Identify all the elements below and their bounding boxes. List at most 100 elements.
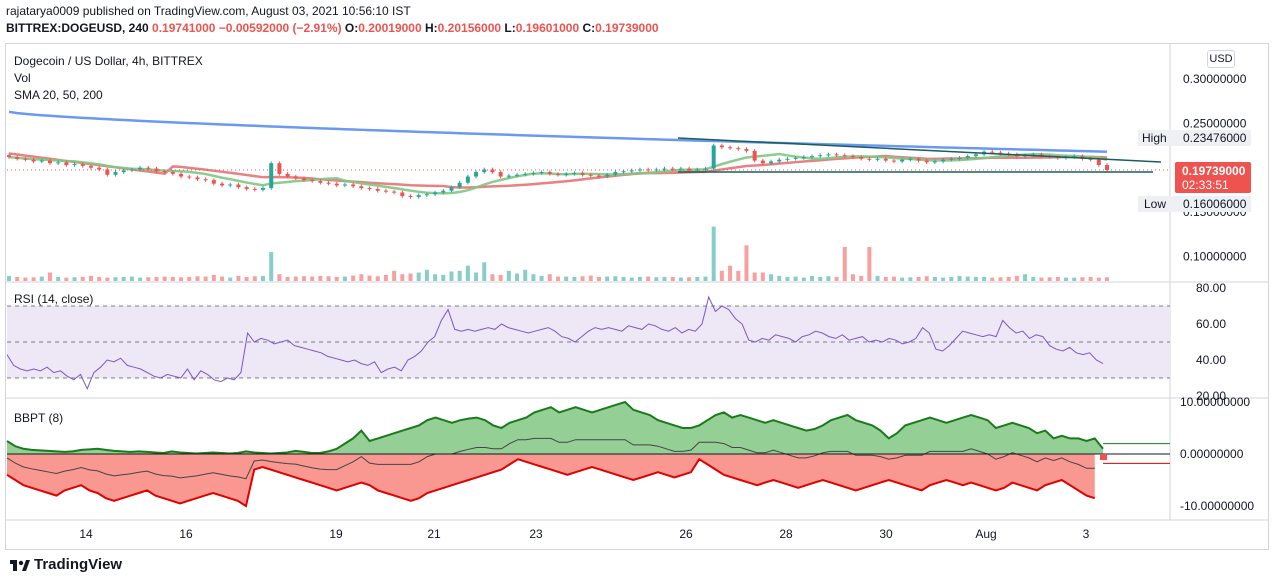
- volume-bar: [859, 275, 864, 281]
- candle-body: [342, 184, 347, 186]
- candle-body: [539, 172, 544, 174]
- candle-body: [810, 156, 815, 158]
- volume-bar: [392, 270, 397, 281]
- sma-50-line: [8, 152, 1108, 189]
- volume-bar: [949, 276, 954, 281]
- volume-bar: [39, 276, 44, 281]
- candle-body: [465, 176, 470, 183]
- candle-body: [719, 145, 724, 148]
- volume-bar: [850, 274, 855, 281]
- volume-bar: [621, 276, 626, 281]
- candle-body: [383, 190, 388, 192]
- tradingview-logo: TradingView: [10, 556, 122, 573]
- candle-body: [367, 188, 372, 190]
- candle-body: [572, 172, 577, 174]
- candle-body: [121, 170, 126, 173]
- low-value: 0.19601000: [515, 21, 580, 35]
- volume-bar: [506, 270, 511, 281]
- high-tag: [1138, 130, 1251, 146]
- candle-body: [596, 175, 601, 177]
- candle-body: [908, 158, 913, 160]
- candle-body: [326, 182, 331, 184]
- volume-bar: [342, 276, 347, 281]
- candle-body: [670, 168, 675, 170]
- candle-body: [1072, 156, 1077, 158]
- price-change: −0.00592000 (−2.91%): [218, 21, 342, 35]
- bbpt-last-bar: [1100, 454, 1107, 460]
- high-value: 0.20156000: [437, 21, 502, 35]
- volume-bar: [580, 276, 585, 281]
- candle-body: [334, 183, 339, 186]
- open-label: O:: [344, 21, 359, 35]
- volume-bar: [1080, 277, 1085, 281]
- candle-body: [998, 152, 1003, 154]
- candle-body: [293, 176, 298, 179]
- volume-bar: [97, 276, 102, 281]
- price-axis-tick: 0.10000000: [1183, 249, 1247, 263]
- candle-body: [932, 161, 937, 163]
- rsi-line: [6, 295, 1104, 391]
- volume-bar: [785, 276, 790, 281]
- candle-body: [1031, 154, 1036, 156]
- candle-body: [490, 169, 495, 173]
- candle-body: [400, 192, 405, 197]
- low-tag: [1138, 196, 1251, 212]
- volume-bar: [531, 274, 536, 281]
- volume-bar: [777, 275, 782, 281]
- rsi-axis-tick: 60.00: [1196, 317, 1226, 331]
- candle-body: [654, 169, 659, 171]
- volume-bar: [654, 277, 659, 281]
- candle-body: [179, 173, 184, 177]
- volume-bar: [719, 270, 724, 281]
- time-axis-tick: 30: [879, 527, 893, 541]
- volume-bar: [244, 276, 249, 281]
- candle-body: [301, 178, 306, 181]
- volume-bar: [916, 276, 921, 281]
- bbpt-bull-area: [7, 402, 1103, 454]
- volume-bar: [449, 271, 454, 281]
- current-price-tag: [1175, 162, 1251, 193]
- volume-bar: [72, 277, 77, 281]
- brand-name: TradingView: [34, 556, 123, 573]
- candle-body: [662, 168, 667, 170]
- time-axis-tick: 23: [529, 527, 543, 541]
- volume-bar: [744, 245, 749, 281]
- candle-body: [482, 169, 487, 173]
- candle-body: [170, 172, 175, 174]
- bbpt-axis-tick: 0.00000000: [1180, 447, 1244, 461]
- volume-bar: [793, 276, 798, 281]
- volume-bar: [1088, 276, 1093, 281]
- candle-body: [220, 183, 225, 186]
- candle-body: [826, 154, 831, 156]
- volume-bar: [965, 276, 970, 281]
- rsi-band: [7, 306, 1170, 378]
- candle-body: [760, 160, 765, 164]
- candle-body: [687, 168, 692, 171]
- currency-button[interactable]: USD: [1207, 50, 1235, 68]
- volume-bar: [310, 276, 315, 281]
- volume-bar: [326, 276, 331, 281]
- candle-body: [678, 168, 683, 170]
- volume-bar: [359, 274, 364, 281]
- candle-body: [375, 188, 380, 191]
- candle-body: [277, 163, 282, 174]
- volume-bar: [1105, 277, 1109, 281]
- candle-body: [498, 172, 503, 177]
- volume-bar: [441, 274, 446, 281]
- volume-bar: [129, 276, 134, 281]
- candle-body: [629, 170, 634, 172]
- candle-body: [744, 149, 749, 151]
- volume-bar: [596, 276, 601, 281]
- volume-bar: [695, 276, 700, 281]
- candle-body: [523, 173, 528, 175]
- candle-body: [97, 167, 102, 170]
- volume-bar: [875, 275, 880, 281]
- candle-body: [359, 186, 364, 189]
- volume-bar: [900, 277, 905, 281]
- volume-bar: [220, 276, 225, 281]
- candle-body: [556, 173, 560, 175]
- volume-bar: [736, 270, 741, 281]
- candle-body: [916, 158, 921, 161]
- volume-bar: [588, 275, 593, 281]
